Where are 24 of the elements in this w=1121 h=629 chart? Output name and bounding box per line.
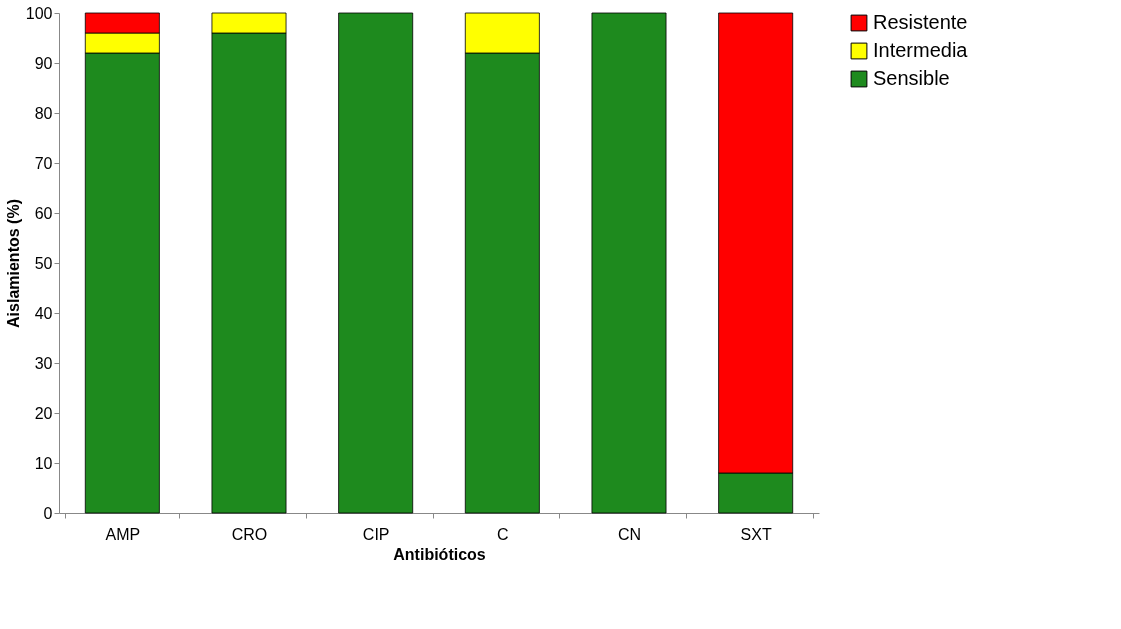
y-tick-label: 30 <box>34 354 53 372</box>
y-tick-label: 40 <box>34 304 53 322</box>
y-axis-title: Aislamientos (%) <box>4 199 22 328</box>
x-tick-label: CN <box>617 525 642 543</box>
x-tick-label: AMP <box>105 525 141 543</box>
y-tick-label: 0 <box>43 504 53 522</box>
y-tick-label: 70 <box>34 154 53 172</box>
y-tick-label: 60 <box>34 204 53 222</box>
y-tick-label: 10 <box>34 454 53 472</box>
x-axis-title: Antibióticos <box>393 545 486 563</box>
x-tick-label: C <box>497 525 509 543</box>
bar <box>338 12 414 514</box>
legend-label: Resistente <box>873 11 968 33</box>
x-tick-label: CRO <box>231 525 268 543</box>
legend-label: Sensible <box>873 67 950 89</box>
y-tick-label: 90 <box>34 54 53 72</box>
y-tick-label: 80 <box>34 104 53 122</box>
y-tick-label: 50 <box>34 254 53 272</box>
legend-label: Intermedia <box>873 39 969 61</box>
x-tick-label: CIP <box>362 525 390 543</box>
y-tick-label: 20 <box>34 404 53 422</box>
x-tick-label: SXT <box>740 525 772 543</box>
y-tick-label: 100 <box>25 4 53 22</box>
bar <box>591 12 667 514</box>
